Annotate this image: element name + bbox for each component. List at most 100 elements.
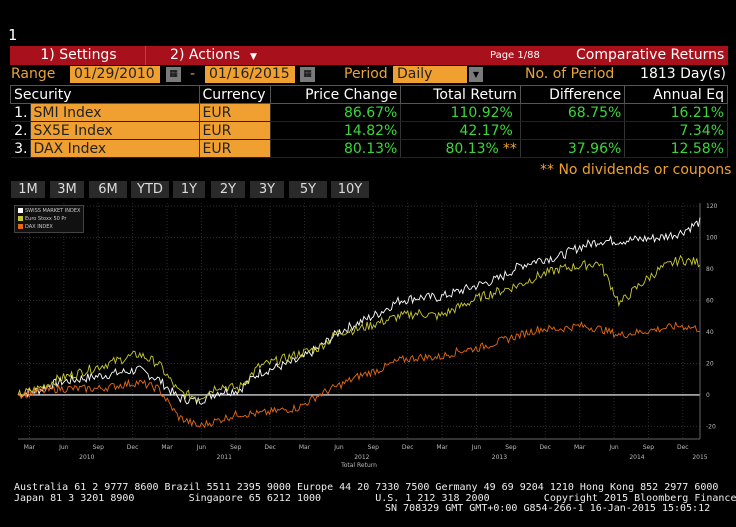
- year-tick-label: 2013: [492, 454, 507, 461]
- annual-eq-cell: 7.34%: [624, 121, 728, 140]
- security-field[interactable]: DAX Index: [30, 139, 200, 158]
- header-annual-eq[interactable]: Annual Eq: [624, 85, 728, 104]
- table-row[interactable]: 1. SMI Index EUR 86.67% 110.92% 68.75% 1…: [10, 103, 728, 122]
- total-return-cell: 42.17%: [400, 121, 521, 140]
- x-tick-label: Mar: [574, 444, 586, 451]
- end-date-field[interactable]: 01/16/2015: [205, 66, 295, 83]
- currency-field[interactable]: EUR: [199, 121, 271, 140]
- actions-menu-button[interactable]: 2) Actions ▼: [147, 46, 280, 65]
- tab-5y[interactable]: 5Y: [289, 181, 327, 198]
- year-tick-label: 2011: [217, 454, 232, 461]
- x-tick-label: Jun: [333, 444, 344, 451]
- x-tick-label: Sep: [368, 444, 380, 451]
- legend-swatch: [18, 224, 23, 229]
- table-row[interactable]: 2. SX5E Index EUR 14.82% 42.17% 7.34%: [10, 121, 728, 140]
- total-return-value: 42.17%: [459, 122, 513, 139]
- x-tick-label: Jun: [471, 444, 482, 451]
- currency-field[interactable]: EUR: [199, 103, 271, 122]
- footnote: ** No dividends or coupons: [540, 162, 732, 178]
- year-tick-label: 2010: [79, 454, 94, 461]
- chart-legend: SWISS MARKET INDEX Euro Stoxx 50 Pr DAX …: [14, 205, 85, 233]
- total-return-value: 80.13%: [445, 140, 499, 157]
- annual-eq-cell: 12.58%: [624, 139, 728, 158]
- x-tick-label: Mar: [299, 444, 311, 451]
- y-tick-label: 100: [706, 235, 718, 242]
- tab-3m[interactable]: 3M: [50, 181, 84, 198]
- series-line: [17, 321, 701, 429]
- difference-cell: 37.96%: [520, 139, 626, 158]
- tab-3y[interactable]: 3Y: [250, 181, 284, 198]
- chart-area[interactable]: 120 100 80 60 40 20 0 -20 Mar Jun Sep Dec Mar Jun Sep D…: [10, 199, 728, 469]
- chevron-down-icon[interactable]: ▼: [469, 67, 483, 82]
- y-tick-label: 80: [706, 266, 714, 273]
- footer-contacts-line1: Australia 61 2 9777 8600 Brazil 5511 239…: [14, 482, 719, 493]
- y-tick-label: 60: [706, 298, 714, 305]
- x-tick-label: Mar: [436, 444, 448, 451]
- total-return-cell: 80.13% **: [400, 139, 521, 158]
- y-tick-label: -20: [706, 423, 716, 430]
- y-tick-label: 0: [706, 392, 710, 399]
- footnote-marker: **: [502, 140, 517, 157]
- currency-field[interactable]: EUR: [199, 139, 271, 158]
- x-tick-label: Sep: [643, 444, 655, 451]
- legend-label: SWISS MARKET INDEX: [25, 208, 81, 214]
- security-field[interactable]: SX5E Index: [30, 121, 200, 140]
- series-line: [17, 254, 701, 402]
- row-index: 1.: [10, 103, 31, 122]
- x-tick-label: Jun: [196, 444, 207, 451]
- x-tick-label: Mar: [24, 444, 36, 451]
- num-periods-value: 1813 Day(s): [640, 66, 726, 82]
- x-tick-label: Dec: [402, 444, 414, 451]
- start-date-field[interactable]: 01/29/2010: [70, 66, 160, 83]
- actions-label: 2) Actions: [170, 47, 241, 63]
- header-security[interactable]: Security: [10, 85, 200, 104]
- x-tick-label: Dec: [127, 444, 139, 451]
- total-return-value: 110.92%: [450, 104, 513, 121]
- tab-ytd[interactable]: YTD: [131, 181, 169, 198]
- x-tick-label: Dec: [264, 444, 276, 451]
- page-number: 1: [8, 26, 18, 44]
- legend-label: DAX INDEX: [25, 224, 53, 230]
- calendar-icon[interactable]: ▦: [166, 67, 181, 82]
- header-total-return[interactable]: Total Return: [400, 85, 521, 104]
- annual-eq-cell: 16.21%: [624, 103, 728, 122]
- table-row[interactable]: 3. DAX Index EUR 80.13% 80.13% ** 37.96% …: [10, 139, 728, 158]
- price-change-cell: 80.13%: [270, 139, 402, 158]
- range-label: Range: [11, 66, 56, 82]
- legend-swatch: [18, 208, 23, 213]
- header-price-change[interactable]: Price Change: [269, 85, 402, 104]
- settings-menu-button[interactable]: 1) Settings: [12, 46, 146, 65]
- x-tick-label: Jun: [58, 444, 69, 451]
- price-change-cell: 86.67%: [270, 103, 402, 122]
- chevron-down-icon: ▼: [250, 52, 257, 62]
- tab-6m[interactable]: 6M: [89, 181, 127, 198]
- year-tick-label: 2015: [692, 454, 707, 461]
- header-currency[interactable]: Currency: [198, 85, 271, 104]
- tab-1y[interactable]: 1Y: [173, 181, 205, 198]
- x-tick-label: Jun: [608, 444, 619, 451]
- period-select[interactable]: Daily: [393, 66, 467, 83]
- menu-bar: [10, 46, 728, 65]
- calendar-icon[interactable]: ▦: [300, 67, 315, 82]
- difference-cell: 68.75%: [520, 103, 626, 122]
- period-label: Period: [344, 66, 388, 82]
- legend-item: SWISS MARKET INDEX: [18, 207, 80, 215]
- year-tick-label: 2014: [629, 454, 644, 461]
- row-index: 2.: [10, 121, 31, 140]
- year-tick-label: 2012: [354, 454, 369, 461]
- x-tick-label: Sep: [93, 444, 105, 451]
- range-separator: -: [190, 66, 196, 82]
- tab-2y[interactable]: 2Y: [211, 181, 245, 198]
- page-info: Page 1/88: [490, 50, 540, 61]
- y-tick-label: 40: [706, 329, 714, 336]
- footer-session-info: SN 708329 GMT GMT+0:00 G854-266-1 16-Jan…: [385, 503, 711, 514]
- y-tick-label: 20: [706, 360, 714, 367]
- security-field[interactable]: SMI Index: [30, 103, 200, 122]
- series-line: [17, 217, 701, 406]
- tab-10y[interactable]: 10Y: [331, 181, 369, 198]
- x-axis-label: Total Return: [340, 462, 377, 469]
- row-index: 3.: [10, 139, 31, 158]
- table-header-row: Security Currency Price Change Total Ret…: [10, 85, 728, 104]
- header-difference[interactable]: Difference: [519, 85, 626, 104]
- tab-1m[interactable]: 1M: [11, 181, 45, 198]
